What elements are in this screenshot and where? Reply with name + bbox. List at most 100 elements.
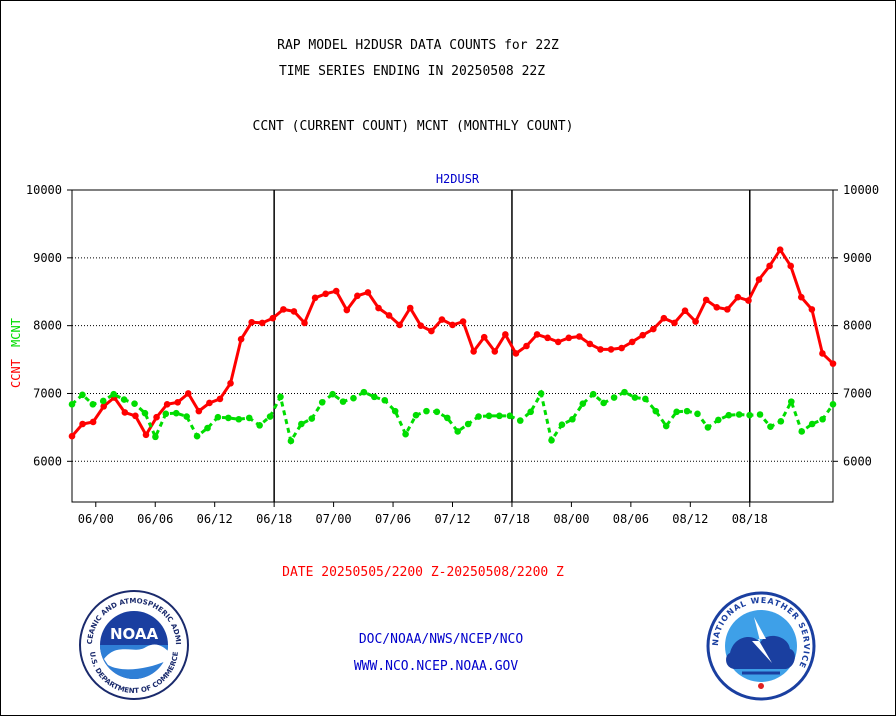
data-point-ccnt [364,289,372,296]
data-point-ccnt [808,306,816,313]
data-point-ccnt [639,331,647,339]
y-tick-label-left: 6000 [33,454,62,468]
data-point-mcnt [610,394,618,401]
data-point-mcnt [350,394,357,402]
data-point-mcnt [245,414,253,422]
date-range-label: DATE 20250505/2200 Z-20250508/2200 Z [282,565,564,580]
data-point-ccnt [576,333,583,340]
y-tick-label-right: 9000 [843,251,872,265]
x-tick-label: 07/12 [434,512,470,526]
data-point-ccnt [692,318,699,325]
data-point-ccnt [671,319,678,327]
data-point-ccnt [375,304,382,312]
data-point-mcnt [266,413,274,420]
data-point-ccnt [523,342,530,350]
data-point-ccnt [660,314,668,322]
data-point-ccnt [681,307,689,315]
y-axis-label-mcnt: MCNT [9,318,23,347]
data-point-ccnt [755,276,763,283]
data-point-mcnt [433,408,441,416]
data-point-mcnt [662,422,670,430]
data-point-mcnt [172,409,180,417]
y-tick-label-left: 7000 [33,386,62,400]
data-point-ccnt [650,325,657,333]
series-line-ccnt [70,246,835,438]
data-point-mcnt [68,401,76,408]
data-point-mcnt [204,424,211,432]
data-point-ccnt [713,304,721,311]
data-point-mcnt [767,423,774,431]
data-point-mcnt [214,413,222,421]
x-tick-label: 06/00 [78,512,114,526]
noaa-logo-text: NOAA [110,625,159,643]
data-point-ccnt [702,296,710,304]
y-axis-label-ccnt: CCNT [9,359,23,388]
data-point-mcnt [412,411,420,419]
chart-header-line3: CCNT (CURRENT COUNT) MCNT (MONTHLY COUNT… [252,119,574,134]
data-point-mcnt [704,424,712,431]
data-point-ccnt [311,294,319,302]
data-point-ccnt [428,327,435,335]
data-point-mcnt [391,407,399,415]
data-point-ccnt [269,314,277,322]
data-point-ccnt [734,293,742,301]
data-point-ccnt [766,262,773,270]
data-point-mcnt [819,415,826,423]
chart-header-line2: TIME SERIES ENDING IN 20250508 22Z [278,64,546,79]
data-point-mcnt [694,410,701,418]
data-point-mcnt [235,415,243,423]
data-point-ccnt [417,322,425,329]
data-point-ccnt [797,293,805,301]
data-point-mcnt [475,413,482,420]
data-point-ccnt [121,409,129,416]
data-point-mcnt [735,411,743,418]
org-label: DOC/NOAA/NWS/NCEP/NCO [358,632,524,647]
data-point-mcnt [329,390,336,398]
data-point-ccnt [628,338,636,346]
data-point-ccnt [829,360,837,367]
data-point-mcnt [621,388,628,396]
data-point-mcnt [589,390,597,398]
data-point-mcnt [443,414,451,422]
chart-header-line1: RAP MODEL H2DUSR DATA COUNTS for 22Z [277,38,559,53]
data-point-mcnt [120,396,128,403]
data-point-mcnt [152,433,159,441]
data-point-ccnt [819,350,826,357]
data-point-mcnt [537,390,545,397]
data-point-ccnt [79,420,86,428]
data-point-ccnt [322,290,329,298]
data-point-mcnt [256,422,263,429]
data-point-mcnt [371,393,378,401]
data-point-mcnt [516,417,524,424]
data-point-mcnt [558,421,566,428]
data-point-ccnt [68,432,76,440]
x-tick-label: 06/18 [256,512,292,526]
y-tick-label-right: 8000 [843,319,872,333]
data-point-mcnt [569,415,576,423]
data-point-ccnt [343,306,351,314]
data-point-ccnt [184,390,192,397]
data-point-mcnt [631,394,639,401]
data-point-ccnt [607,346,615,353]
data-point-ccnt [533,331,541,338]
data-point-mcnt [454,428,462,435]
url-link[interactable]: WWW.NCO.NCEP.NOAA.GOV [353,659,519,674]
data-point-mcnt [579,400,587,407]
data-point-mcnt [183,413,190,420]
data-point-ccnt [586,340,594,348]
data-point-mcnt [725,411,733,419]
data-point-mcnt [496,412,503,420]
data-point-ccnt [195,407,203,415]
data-point-ccnt [248,318,255,326]
noaa-logo: NOAA NATIONAL OCEANIC AND ATMOSPHERIC AD… [78,589,189,700]
data-point-mcnt [548,436,555,444]
plot-title: H2DUSR [436,172,480,186]
data-point-ccnt [142,431,150,439]
data-point-mcnt [788,398,795,405]
data-point-mcnt [131,400,138,407]
x-tick-label: 06/12 [197,512,233,526]
data-point-mcnt [527,408,534,416]
x-tick-label: 07/00 [316,512,352,526]
data-point-mcnt [798,428,806,435]
